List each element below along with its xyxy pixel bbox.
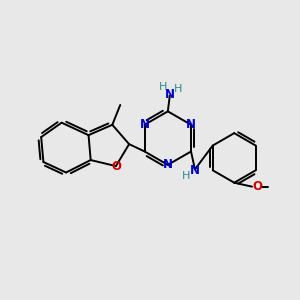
Text: N: N <box>165 88 175 101</box>
Text: H: H <box>159 82 167 92</box>
Text: H: H <box>182 171 190 181</box>
Text: N: N <box>190 164 200 177</box>
Text: N: N <box>186 118 196 131</box>
Text: O: O <box>111 160 121 172</box>
Text: N: N <box>140 118 150 131</box>
Text: O: O <box>252 180 262 193</box>
Text: N: N <box>163 158 173 171</box>
Text: H: H <box>174 84 182 94</box>
